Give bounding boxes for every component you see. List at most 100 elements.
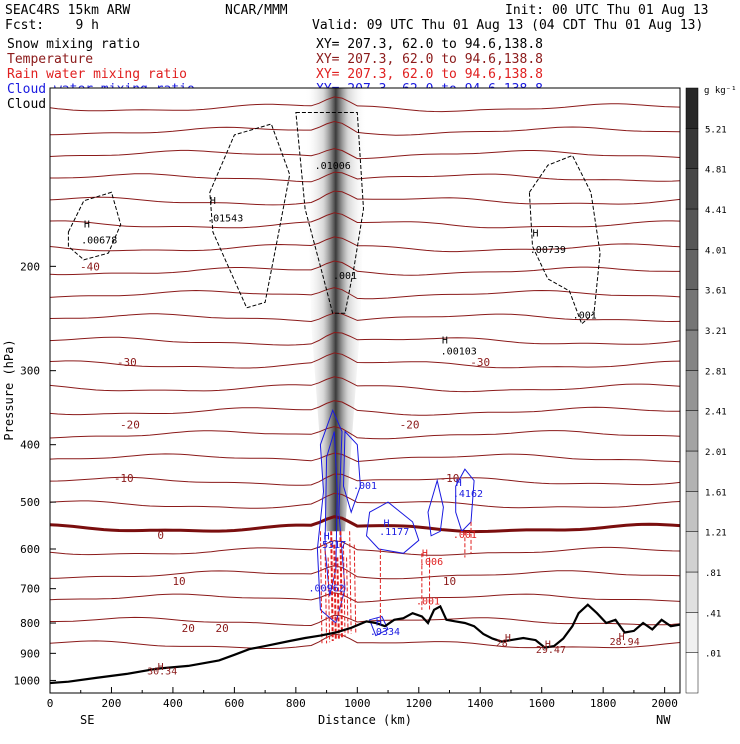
colorbar-label: 5.21 [705, 125, 727, 135]
contour-annotation: .001 [573, 311, 597, 322]
colorbar-label: 2.81 [705, 367, 727, 377]
y-tick-label: 500 [20, 496, 40, 509]
y-tick-label: 700 [20, 583, 40, 596]
y-tick-label: 1000 [14, 674, 41, 687]
contour-annotation: H [210, 196, 216, 207]
colorbar-cell [685, 531, 699, 573]
rain-water-contour [330, 531, 334, 642]
temperature-contour [50, 148, 680, 160]
model-title: SEAC4RS 15km ARW [5, 3, 130, 18]
colorbar-cell [685, 208, 699, 250]
rain-water-contour [353, 544, 357, 633]
rain-water-contour [336, 557, 340, 639]
colorbar-label: 1.61 [705, 488, 727, 498]
temperature-label: -30 [470, 356, 490, 369]
temperature-contour [50, 426, 680, 440]
temperature-contour [50, 190, 680, 206]
rain-water-contour [333, 544, 337, 640]
temperature-label: 20 [215, 622, 228, 635]
cloud-ice-contour [295, 112, 365, 314]
cloud-water-contour [316, 408, 346, 624]
contour-annotation: H [545, 640, 551, 651]
contour-annotation: H [422, 549, 428, 560]
y-tick-label: 300 [20, 365, 40, 378]
colorbar-cell [685, 450, 699, 492]
colorbar: .01 .41 .81 1.21 1.61 2.01 2.41 2.81 3.21 3.61 4.0… [685, 87, 727, 694]
contour-annotation: H [383, 519, 389, 530]
x-axis-left-label: SE [80, 713, 94, 727]
cloud-ice-contour [528, 154, 601, 325]
contour-annotation: H [442, 336, 448, 347]
contour-annotation: .00103 [441, 347, 477, 358]
colorbar-label: .81 [705, 569, 721, 579]
contour-annotation: H [158, 662, 164, 673]
x-tick-label: 600 [224, 697, 244, 710]
y-axis: 200 300 400 500 600 700 800 900 1000 [14, 260, 56, 687]
contour-annotation: 30.34 [147, 667, 177, 678]
temperature-contour [50, 400, 680, 416]
terrain-line [50, 603, 680, 685]
colorbar-label: .01 [705, 650, 721, 660]
x-axis-right-label: NW [656, 713, 671, 727]
contour-annotation: .00678 [81, 235, 117, 246]
contour-annotation: H [533, 228, 539, 239]
temperature-label: -30 [117, 356, 137, 369]
plot-border [49, 87, 681, 694]
temperature-contour [50, 592, 680, 603]
y-tick-label: 800 [20, 617, 40, 630]
cloud-ice-contour [209, 123, 291, 309]
temperature-contour [50, 352, 680, 369]
valid-time: Valid: 09 UTC Thu 01 Aug 13 (04 CDT Thu … [312, 18, 703, 33]
y-tick-label: 600 [20, 543, 40, 556]
colorbar-label: 2.41 [705, 408, 727, 418]
colorbar-cell [685, 249, 699, 290]
temperature-contour [50, 312, 680, 323]
contour-annotation: .00962 [309, 584, 345, 595]
rain-water-contour [342, 544, 346, 637]
contour-annotation: .001 [353, 481, 377, 492]
colorbar-label: .41 [705, 609, 721, 619]
temperature-label: -10 [114, 472, 134, 485]
colorbar-cell [685, 571, 699, 613]
colorbar-label: 4.81 [705, 166, 727, 176]
temperature-contour [50, 171, 680, 183]
contour-annotation: .5317 [316, 540, 346, 551]
temperature-label: -20 [400, 419, 420, 432]
contour-annotation: .01543 [207, 213, 243, 224]
contour-annotation: H [324, 531, 330, 542]
y-tick-label: 900 [20, 647, 40, 660]
colorbar-cell [685, 87, 699, 129]
temperature-label: 20 [182, 622, 195, 635]
x-tick-label: 800 [286, 697, 306, 710]
colorbar-cell [685, 491, 699, 532]
temperature-label: -20 [120, 419, 140, 432]
temperature-contour [50, 212, 680, 229]
contour-annotation: .01006 [315, 161, 351, 172]
x-tick-label: 1600 [528, 697, 555, 710]
x-tick-label: 400 [163, 697, 183, 710]
temperature-contour [50, 120, 680, 136]
temperature-contour [50, 515, 680, 534]
temperature-contour [50, 287, 680, 300]
temperature-contour [50, 331, 680, 346]
cloud-water-contour [427, 478, 444, 537]
rain-water-contour [327, 557, 331, 643]
rain-water-contour [324, 544, 328, 644]
x-tick-label: 2000 [651, 697, 678, 710]
contour-annotation: H [376, 618, 382, 629]
legend-field-name: Temperature [7, 52, 93, 67]
temperature-contour [50, 96, 680, 113]
rain-water-contour [319, 531, 323, 645]
temperature-contour [50, 236, 680, 253]
x-axis-title: Distance (km) [318, 713, 412, 727]
legend-field-xy: XY= 207.3, 62.0 to 94.6,138.8 [316, 67, 543, 82]
contour-annotation: 28.94 [610, 637, 640, 648]
contour-annotation: H [456, 478, 462, 489]
temperature-contour [50, 473, 680, 486]
legend-field-name: Rain water mixing ratio [7, 67, 187, 82]
cloud-water-contour [455, 468, 475, 533]
forecast-hour: Fcst: 9 h [5, 18, 99, 33]
